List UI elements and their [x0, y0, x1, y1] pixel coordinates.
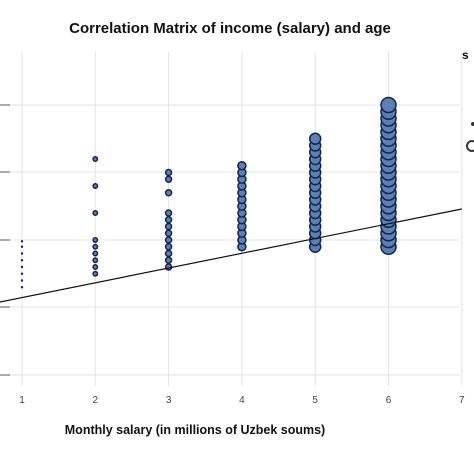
data-point	[164, 249, 173, 258]
trend-line	[0, 208, 462, 303]
data-point	[164, 189, 173, 197]
data-point	[164, 236, 173, 244]
x-tick-label: 2	[93, 395, 99, 406]
x-tick-label: 3	[166, 395, 172, 406]
chart-title: Correlation Matrix of income (salary) an…	[69, 20, 391, 37]
data-point	[20, 279, 24, 282]
x-tick-label: 1	[19, 395, 25, 406]
x-tick-label: 4	[239, 395, 245, 406]
data-point	[20, 272, 24, 275]
data-point	[20, 245, 24, 248]
data-point	[92, 237, 99, 243]
data-point	[20, 259, 24, 262]
data-point	[92, 183, 99, 189]
data-point	[164, 256, 173, 264]
data-point	[20, 252, 24, 255]
data-point	[308, 132, 322, 145]
x-tick-labels: 1 2 3 4 5 6 7	[19, 395, 465, 406]
legend-size-icon	[466, 122, 474, 152]
x-axis-label: Monthly salary (in millions of Uzbek sou…	[64, 423, 326, 437]
data-point	[92, 156, 99, 162]
data-point	[92, 257, 99, 264]
data-point	[92, 243, 99, 250]
trend-line-group	[0, 208, 462, 303]
data-point	[164, 222, 173, 231]
data-point	[380, 96, 397, 114]
data-point	[20, 286, 24, 289]
data-point	[164, 209, 173, 217]
data-point	[92, 250, 99, 257]
legend-title-fragment: s	[462, 48, 469, 62]
data-point	[164, 216, 173, 224]
data-point	[92, 270, 99, 277]
data-point	[164, 175, 173, 183]
data-point	[164, 168, 173, 177]
data-point	[20, 265, 24, 269]
x-tick-label: 7	[459, 395, 465, 406]
data-point	[92, 210, 99, 216]
data-point	[20, 240, 24, 243]
data-points	[20, 96, 397, 289]
x-tick-label: 5	[312, 395, 318, 406]
data-point	[92, 264, 99, 270]
x-tick-label: 6	[386, 395, 392, 406]
data-point	[164, 243, 173, 251]
data-point	[237, 161, 247, 171]
data-point	[164, 229, 173, 237]
